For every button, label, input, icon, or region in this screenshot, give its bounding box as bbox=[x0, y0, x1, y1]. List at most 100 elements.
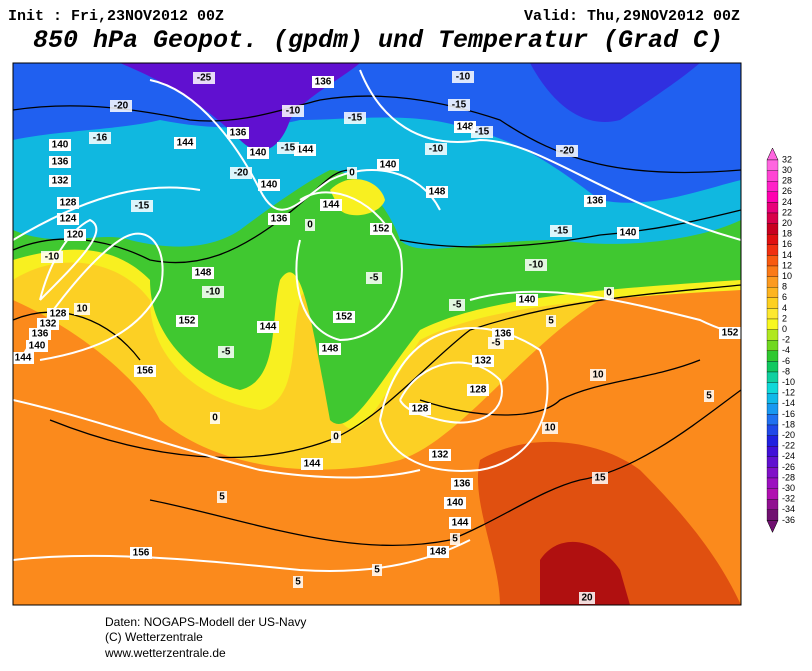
temperature-label: -10 bbox=[286, 106, 301, 117]
colorbar-tick-label: -20 bbox=[782, 430, 795, 440]
temperature-label: 0 bbox=[606, 288, 612, 299]
colorbar-tick-label: -34 bbox=[782, 504, 795, 514]
label-box bbox=[525, 259, 547, 271]
label-box bbox=[377, 159, 399, 171]
temperature-label: -15 bbox=[475, 127, 490, 138]
label-box bbox=[49, 175, 71, 187]
geopotential-label: 140 bbox=[29, 341, 46, 352]
geopotential-label: 136 bbox=[495, 329, 512, 340]
geopotential-label: 132 bbox=[475, 356, 492, 367]
colorbar-segment bbox=[766, 159, 779, 171]
colorbar-segment bbox=[766, 318, 779, 330]
colorbar-tick-label: -16 bbox=[782, 409, 795, 419]
colorbar-segment bbox=[766, 403, 779, 415]
temperature-label: -25 bbox=[197, 73, 212, 84]
colorbar-tick-label: -4 bbox=[782, 345, 790, 355]
temperature-label: 0 bbox=[307, 220, 313, 231]
colorbar-segment bbox=[766, 340, 779, 351]
colorbar-segment bbox=[766, 212, 779, 224]
temperature-label: -16 bbox=[93, 133, 108, 144]
colorbar-segment bbox=[766, 329, 779, 341]
label-box bbox=[546, 315, 556, 327]
label-box bbox=[176, 315, 198, 327]
geopotential-label: 124 bbox=[60, 214, 77, 225]
label-box bbox=[425, 143, 447, 155]
colorbar-segment bbox=[766, 382, 779, 394]
geopotential-label: 132 bbox=[52, 176, 69, 187]
temperature-label: 10 bbox=[544, 423, 556, 434]
colorbar-tick-label: -32 bbox=[782, 494, 795, 504]
label-box bbox=[218, 346, 234, 358]
label-box bbox=[293, 576, 303, 588]
geopotential-label: 140 bbox=[519, 295, 536, 306]
label-box bbox=[110, 100, 132, 112]
geopotential-label: 140 bbox=[52, 140, 69, 151]
label-box bbox=[37, 318, 59, 330]
temperature-label: 5 bbox=[452, 534, 458, 545]
colorbar-tick-label: -12 bbox=[782, 388, 795, 398]
colorbar-segment bbox=[766, 276, 779, 288]
colorbar-tick-label: -14 bbox=[782, 398, 795, 408]
label-box bbox=[592, 472, 608, 484]
label-box bbox=[192, 267, 214, 279]
label-box bbox=[450, 533, 460, 545]
label-box bbox=[471, 126, 493, 138]
colorbar-tick-label: 10 bbox=[782, 271, 792, 281]
temperature-label: -5 bbox=[222, 347, 231, 358]
temperature-label: -15 bbox=[281, 143, 296, 154]
geopotential-label: 136 bbox=[32, 329, 49, 340]
label-box bbox=[454, 121, 476, 133]
colorbar-tick-label: -26 bbox=[782, 462, 795, 472]
label-box bbox=[49, 139, 71, 151]
colorbar-segment bbox=[766, 424, 779, 436]
temperature-label: -20 bbox=[114, 101, 129, 112]
label-box bbox=[451, 478, 473, 490]
label-box bbox=[449, 517, 471, 529]
colorbar-segment bbox=[766, 414, 779, 426]
footer-line: www.wetterzentrale.de bbox=[104, 646, 226, 660]
label-box bbox=[294, 144, 316, 156]
label-box bbox=[26, 340, 48, 352]
temperature-label: 5 bbox=[706, 391, 712, 402]
label-box bbox=[344, 112, 366, 124]
colorbar-segment bbox=[766, 191, 779, 203]
geopotential-label: 148 bbox=[429, 187, 446, 198]
colorbar-tick-label: 32 bbox=[782, 154, 792, 164]
geopotential-label: 144 bbox=[297, 145, 314, 156]
temperature-label: -5 bbox=[492, 338, 501, 349]
geopotential-label: 128 bbox=[412, 404, 429, 415]
temperature-label: -5 bbox=[370, 273, 379, 284]
temperature-label: -15 bbox=[135, 201, 150, 212]
footer-line: (C) Wetterzentrale bbox=[105, 630, 203, 644]
label-box bbox=[429, 449, 451, 461]
colorbar-tick-label: 8 bbox=[782, 282, 787, 292]
colorbar-segment bbox=[766, 170, 779, 182]
colorbar-segment bbox=[766, 488, 779, 500]
geopotential-label: 144 bbox=[260, 322, 277, 333]
colorbar-tick-label: -18 bbox=[782, 419, 795, 429]
geopotential-label: 136 bbox=[52, 157, 69, 168]
label-box bbox=[49, 156, 71, 168]
geopotential-label: 136 bbox=[454, 479, 471, 490]
label-box bbox=[550, 225, 572, 237]
label-box bbox=[488, 337, 504, 349]
temperature-label: 15 bbox=[594, 473, 606, 484]
temperature-label: 20 bbox=[581, 593, 593, 604]
colorbar-segment bbox=[766, 308, 779, 320]
colorbar-segment bbox=[766, 456, 779, 468]
geopotential-label: 148 bbox=[195, 268, 212, 279]
geopotential-label: 140 bbox=[261, 180, 278, 191]
label-box bbox=[227, 127, 249, 139]
temperature-label: -10 bbox=[429, 144, 444, 155]
geopotential-label: 156 bbox=[137, 366, 154, 377]
label-box bbox=[268, 213, 290, 225]
temperature-label: 0 bbox=[212, 413, 218, 424]
colorbar-tick-label: -2 bbox=[782, 335, 790, 345]
colorbar-tick-label: 6 bbox=[782, 292, 787, 302]
colorbar: 32302826242220181614121086420-2-4-6-8-10… bbox=[766, 147, 795, 534]
colorbar-tick-label: -10 bbox=[782, 377, 795, 387]
geopotential-label: 136 bbox=[230, 128, 247, 139]
colorbar-tick-label: 24 bbox=[782, 197, 792, 207]
label-box bbox=[452, 71, 474, 83]
